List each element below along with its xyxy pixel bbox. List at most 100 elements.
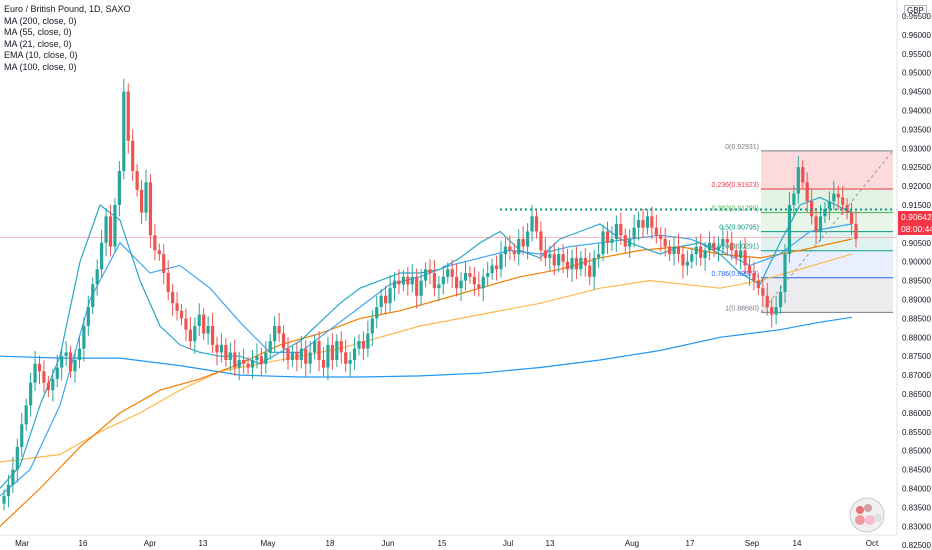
candle-body: [605, 231, 610, 243]
candle-body: [463, 273, 468, 281]
indicator-legend: Euro / British Pound, 1D, SAXO MA (200, …: [4, 4, 131, 73]
chart-title: Euro / British Pound, 1D, SAXO: [4, 4, 131, 14]
candle-body: [175, 303, 179, 311]
candle-body: [836, 193, 840, 198]
candle-body: [583, 257, 587, 266]
x-tick-label: 16: [79, 539, 88, 548]
candle-body: [565, 261, 570, 270]
candle-body: [610, 239, 614, 243]
candle-body: [68, 352, 73, 372]
candle-body: [37, 363, 42, 372]
candle-body: [747, 265, 752, 274]
candle-body: [15, 446, 19, 470]
x-tick-label: Oct: [866, 539, 879, 548]
candle-body: [721, 239, 725, 247]
y-tick-label: 0.88500: [902, 314, 931, 323]
candle-body: [60, 356, 64, 368]
fib-trend-line: [760, 150, 894, 313]
candle-body: [366, 333, 370, 349]
x-tick-label: Apr: [144, 539, 157, 548]
candle-body: [139, 189, 144, 213]
candle-body: [548, 254, 552, 258]
fib-level-label: 0.236(0.91923): [712, 182, 759, 189]
x-tick-label: 17: [686, 539, 695, 548]
candle-body: [286, 348, 290, 360]
ma-line: [0, 316, 853, 378]
legend-ma55[interactable]: MA (55, close, 0): [4, 27, 72, 37]
candle-body: [619, 223, 623, 236]
candle-body: [707, 242, 712, 251]
candle-body: [202, 314, 206, 334]
legend-ma21[interactable]: MA (21, close, 0): [4, 38, 72, 49]
candle-body: [86, 307, 90, 326]
candle-body: [632, 227, 636, 240]
candle-body: [823, 208, 827, 217]
legend-ma100[interactable]: MA (100, close, 0): [4, 61, 77, 72]
candle-body: [481, 276, 485, 289]
candle-body: [64, 352, 68, 357]
candle-body: [730, 242, 734, 251]
candle-body: [579, 257, 583, 270]
candle-body: [313, 341, 317, 353]
candle-body: [326, 344, 330, 368]
candle-body: [131, 140, 135, 171]
candle-body: [179, 310, 184, 319]
candle-body: [51, 378, 55, 391]
candle-body: [401, 276, 405, 285]
candle-body: [827, 201, 831, 209]
candle-body: [530, 216, 534, 232]
candle-body: [841, 197, 845, 205]
candle-body: [95, 269, 99, 285]
candle-body: [597, 254, 601, 258]
x-tick-label: Jul: [503, 539, 513, 548]
candle-body: [290, 352, 295, 360]
candle-body: [126, 91, 130, 141]
candle-body: [543, 250, 547, 258]
candle-body: [508, 246, 512, 251]
candle-body: [406, 276, 410, 285]
candle-body: [716, 246, 721, 251]
candle-body: [135, 170, 139, 190]
y-tick-label: 0.92000: [902, 182, 931, 191]
candle-body: [486, 273, 490, 277]
price-axis[interactable]: 0.82500 0.83000 0.83500 0.84000 0.84500 0.850…: [896, 0, 931, 550]
candle-body: [685, 261, 689, 266]
time-axis[interactable]: Mar 16 Apr 13 May 18 Jun 15 Jul 13 Aug 17 Sep 14 Oct: [0, 534, 897, 548]
candle-body: [361, 341, 366, 349]
fib-band: [761, 250, 893, 278]
candle-body: [526, 231, 530, 247]
currency-label[interactable]: GBP: [904, 5, 927, 17]
candle-body: [437, 284, 441, 289]
legend-ema10[interactable]: EMA (10, close, 0): [4, 50, 78, 60]
candle-body: [42, 371, 46, 383]
candle-body: [397, 280, 401, 285]
candle-body: [761, 288, 765, 296]
candle-body: [423, 269, 428, 281]
candle-body: [432, 273, 437, 289]
candle-body: [299, 348, 303, 360]
candle-body: [113, 205, 117, 247]
y-tick-label: 0.90000: [902, 258, 931, 267]
y-tick-label: 0.83500: [902, 503, 931, 512]
y-tick-label: 0.84500: [902, 466, 931, 475]
candle-body: [818, 216, 823, 232]
candle-body: [472, 276, 476, 285]
x-tick-label: 13: [546, 539, 555, 548]
x-tick-label: 18: [326, 539, 335, 548]
y-tick-label: 0.85000: [902, 447, 931, 456]
y-tick-label: 0.84000: [902, 485, 931, 494]
candle-body: [295, 352, 299, 360]
candle-body: [410, 276, 414, 285]
candle-body: [144, 182, 148, 213]
candle-body: [787, 205, 792, 255]
candle-body: [352, 348, 357, 360]
candle-body: [681, 254, 685, 266]
candle-body: [792, 193, 796, 205]
legend-ma200[interactable]: MA (200, close, 0): [4, 15, 77, 26]
candle-body: [770, 307, 774, 315]
fib-level-label: 0.5(0.90795): [719, 225, 759, 232]
y-tick-label: 0.82500: [902, 541, 931, 550]
x-tick-label: Jun: [382, 539, 395, 548]
y-tick-label: 0.96000: [902, 31, 931, 40]
